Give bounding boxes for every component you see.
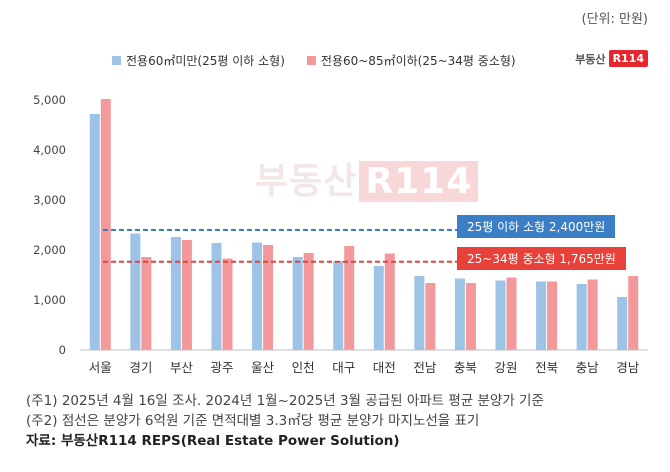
callout-medium-threshold: 25~34평 중소형 1,765만원 <box>457 247 626 270</box>
note-1: (주1) 2025년 4월 16일 조사. 2024년 1월~2025년 3월 … <box>26 393 544 409</box>
bar-medium <box>222 258 233 350</box>
bar-medium <box>465 283 476 350</box>
x-tick-label: 광주 <box>210 360 233 375</box>
x-tick-label: 대전 <box>373 360 396 375</box>
legend-label-small: 전용60㎡미만(25평 이하 소형) <box>126 54 285 68</box>
note-2: (주2) 점선은 분양가 6억원 기준 면적대별 3.3㎡당 평균 분양가 마지… <box>26 413 480 429</box>
bar-medium <box>100 99 111 350</box>
x-tick-label: 경남 <box>616 360 640 375</box>
source-note: 자료: 부동산R114 REPS(Real Estate Power Solut… <box>26 433 400 449</box>
logo-box: R114 <box>608 50 648 67</box>
x-tick-label: 전남 <box>413 360 437 375</box>
bar-medium <box>141 257 152 350</box>
x-tick-label: 경기 <box>129 360 152 375</box>
bar-small <box>536 281 547 350</box>
x-tick-label: 부산 <box>170 360 194 375</box>
notes: (주1) 2025년 4월 16일 조사. 2024년 1월~2025년 3월 … <box>26 391 544 451</box>
bar-medium <box>628 276 639 350</box>
bar-small <box>454 278 465 350</box>
legend-swatch-small <box>112 56 121 65</box>
y-tick-label: 3,000 <box>33 193 66 207</box>
bar-medium <box>425 283 436 350</box>
bar-small <box>414 276 425 350</box>
bar-medium <box>587 279 598 350</box>
legend-item-small: 전용60㎡미만(25평 이하 소형) <box>112 52 285 69</box>
bar-small <box>292 257 303 350</box>
unit-label: (단위: 만원) <box>581 12 649 27</box>
bar-medium <box>547 281 558 350</box>
legend: 전용60㎡미만(25평 이하 소형) 전용60~85㎡이하(25~34평 중소형… <box>112 52 516 69</box>
logo-text: 부동산 <box>575 52 606 66</box>
y-tick-label: 2,000 <box>33 243 66 257</box>
x-tick-label: 강원 <box>494 360 517 375</box>
x-tick-label: 서울 <box>89 360 112 375</box>
legend-item-medium: 전용60~85㎡이하(25~34평 중소형) <box>306 52 516 69</box>
legend-label-medium: 전용60~85㎡이하(25~34평 중소형) <box>320 54 516 68</box>
bar-small <box>211 243 222 350</box>
x-tick-label: 충북 <box>454 360 477 375</box>
brand-logo: 부동산 R114 <box>575 50 648 67</box>
bar-small <box>617 297 628 350</box>
x-tick-label: 충남 <box>576 360 600 375</box>
bar-small <box>130 233 141 350</box>
bar-medium <box>384 253 395 350</box>
bar-small <box>252 242 263 350</box>
callout-small-threshold: 25평 이하 소형 2,400만원 <box>457 215 616 238</box>
bar-medium <box>344 246 355 350</box>
bar-medium <box>303 253 314 350</box>
bar-small <box>576 284 587 350</box>
bar-small <box>89 114 100 350</box>
bar-medium <box>181 240 192 350</box>
legend-swatch-medium <box>306 56 316 65</box>
bar-chart: 0 1,000 2,000 3,000 4,000 5,000 서울 경기 부산 광주 울산 인천 대구… <box>33 93 648 375</box>
y-tick-label: 4,000 <box>33 143 66 157</box>
bar-medium <box>506 277 517 350</box>
bar-small <box>170 237 181 350</box>
bar-small <box>495 280 506 350</box>
bar-medium <box>263 245 274 350</box>
x-tick-label: 전북 <box>535 360 558 375</box>
bar-small <box>373 266 384 350</box>
bar-small <box>333 261 344 350</box>
y-tick-label: 0 <box>59 343 66 357</box>
y-tick-label: 5,000 <box>33 93 66 107</box>
y-tick-label: 1,000 <box>33 293 66 307</box>
x-tick-label: 인천 <box>292 360 315 375</box>
x-tick-label: 울산 <box>251 360 275 375</box>
x-tick-label: 대구 <box>332 360 355 375</box>
